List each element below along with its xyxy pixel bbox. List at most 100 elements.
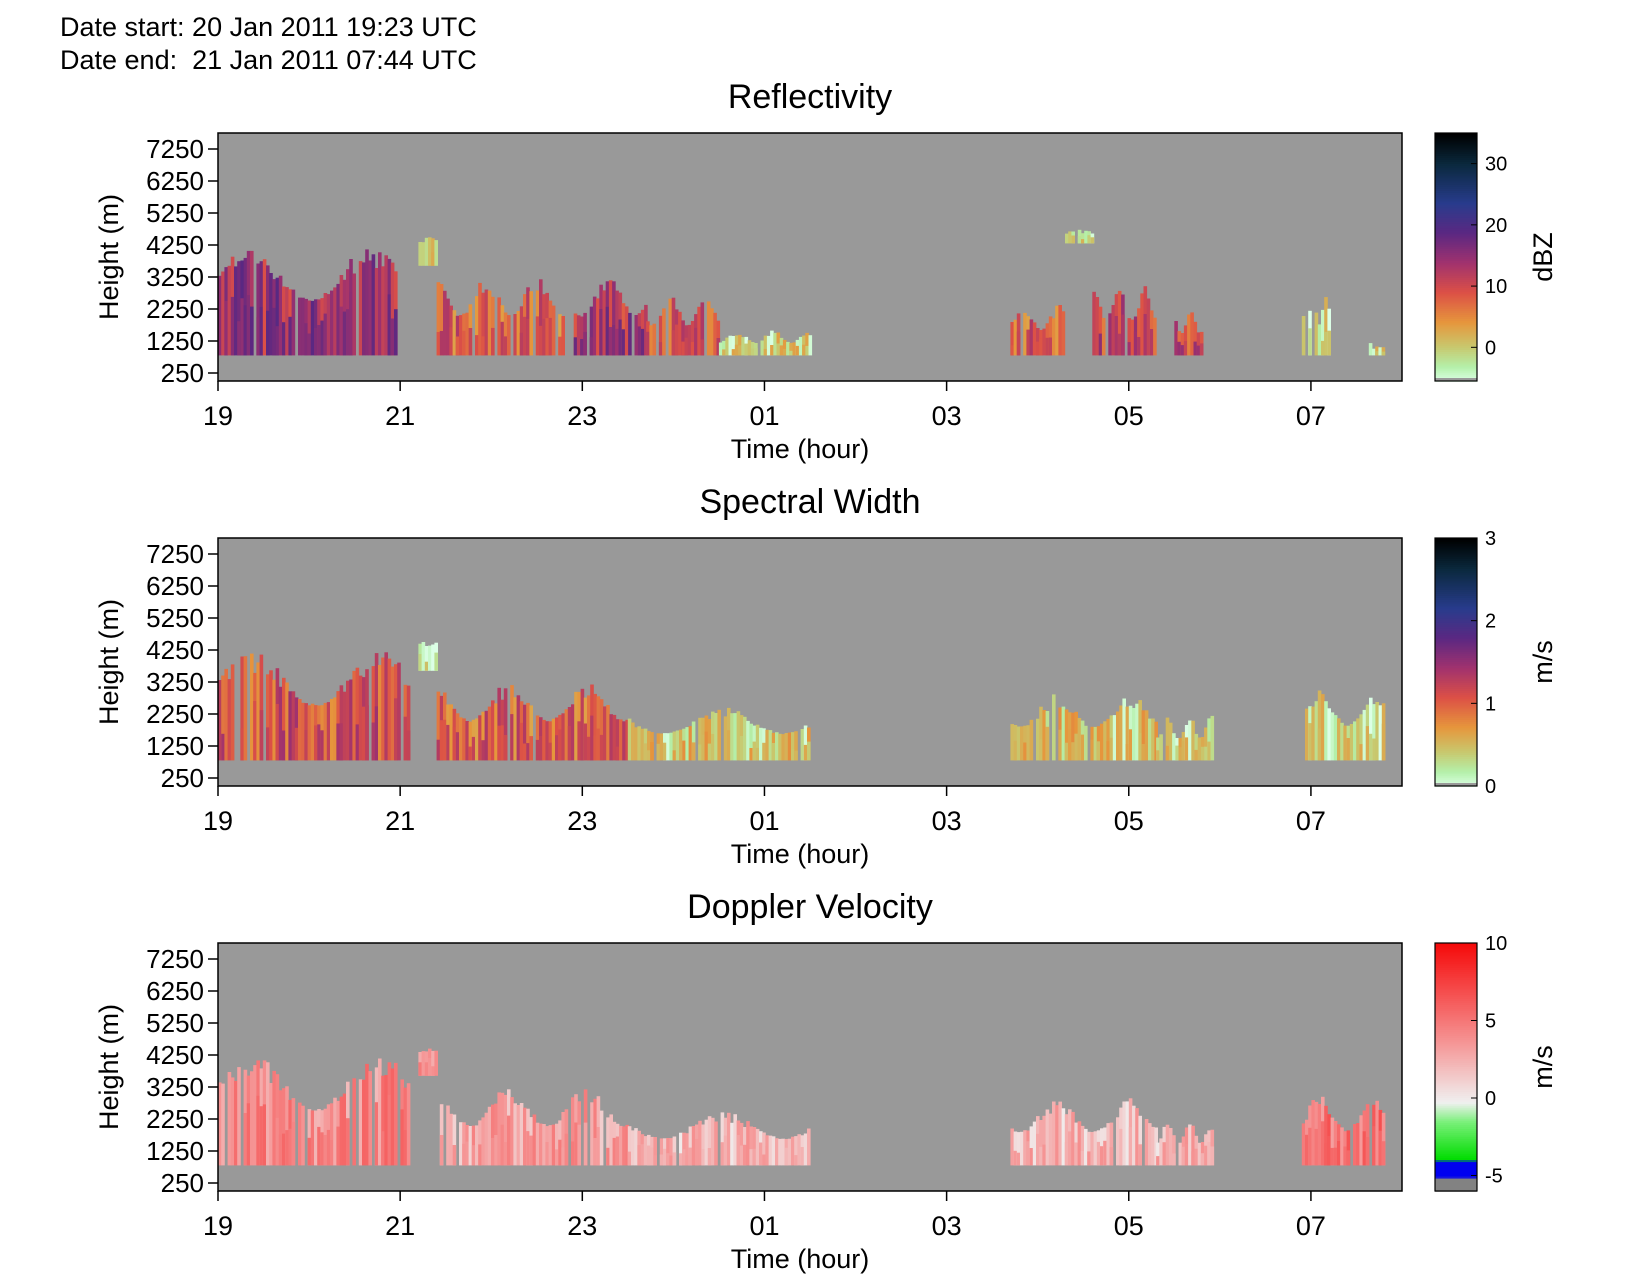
- echo-column: [1109, 1122, 1114, 1166]
- colorbar-segment: [1435, 1044, 1477, 1048]
- echo-core: [573, 337, 578, 356]
- echo-column: [1144, 1119, 1149, 1166]
- echo-column: [371, 254, 376, 356]
- echo-column: [352, 1078, 356, 1166]
- colorbar-segment: [1435, 300, 1477, 304]
- echo-column: [478, 715, 482, 761]
- colorbar-segment: [1435, 1042, 1477, 1046]
- colorbar-segment: [1435, 775, 1477, 779]
- echo-core: [1064, 742, 1069, 761]
- echo-core: [1327, 330, 1331, 356]
- echo-core: [431, 252, 435, 266]
- echo-column: [1356, 1123, 1360, 1166]
- colorbar-segment: [1435, 141, 1477, 145]
- echo-core: [805, 345, 809, 356]
- echo-core: [1372, 1126, 1376, 1166]
- colorbar-frame: [1434, 132, 1478, 382]
- echo-column: [333, 287, 337, 356]
- echo-core: [1365, 726, 1370, 761]
- colorbar-segment: [1435, 1182, 1477, 1186]
- echo-column: [551, 718, 556, 761]
- echo-core: [643, 743, 648, 761]
- echo-column: [1311, 1100, 1315, 1166]
- echo-column: [272, 679, 276, 761]
- colorbar-segment: [1435, 1168, 1477, 1172]
- colorbar-segment: [1435, 217, 1477, 221]
- y-tick-label: 7250: [146, 944, 204, 974]
- echo-core: [618, 319, 623, 356]
- echo-core: [406, 730, 411, 761]
- echo-core: [555, 1149, 559, 1166]
- colorbar-segment: [1435, 651, 1477, 655]
- colorbar-segment: [1435, 157, 1477, 161]
- echo-column: [1375, 1100, 1379, 1166]
- colorbar-segment: [1435, 190, 1477, 194]
- echo-core: [1305, 1134, 1309, 1166]
- echo-core: [1156, 1156, 1160, 1166]
- colorbar-segment: [1435, 761, 1477, 765]
- echo-core: [599, 734, 604, 761]
- colorbar-segment: [1435, 978, 1477, 981]
- echo-column: [358, 1079, 363, 1166]
- echo-column: [1029, 319, 1034, 356]
- echo-core: [1308, 1127, 1312, 1166]
- echo-column: [1321, 694, 1325, 761]
- colorbar-segment: [1435, 310, 1477, 314]
- colorbar-segment: [1435, 659, 1477, 663]
- echo-core: [682, 740, 686, 761]
- echo-column: [1188, 1124, 1192, 1166]
- echo-column: [431, 238, 435, 266]
- echo-core: [1172, 1153, 1176, 1166]
- colorbar-segment: [1435, 263, 1477, 267]
- echo-column: [697, 306, 701, 356]
- echo-core: [446, 724, 450, 761]
- echo-core: [723, 1135, 728, 1166]
- colorbar-segment: [1435, 174, 1477, 178]
- echo-column: [1317, 1104, 1322, 1166]
- echo-column: [1122, 698, 1126, 761]
- echo-column: [739, 1122, 744, 1166]
- echo-core: [1048, 337, 1053, 356]
- echo-core: [307, 333, 312, 356]
- echo-column: [668, 298, 673, 356]
- colorbar-segment: [1435, 236, 1477, 240]
- echo-core: [418, 1062, 422, 1076]
- echo-column: [714, 713, 718, 761]
- echo-core: [580, 710, 585, 761]
- colorbar-segment: [1435, 641, 1477, 645]
- echo-core: [1199, 343, 1204, 356]
- echo-column: [1193, 321, 1198, 356]
- echo-column: [221, 1083, 225, 1166]
- echo-column: [1116, 1117, 1120, 1166]
- colorbar-segment: [1435, 1062, 1477, 1066]
- colorbar-segment: [1435, 213, 1477, 217]
- colorbar-segment: [1435, 984, 1477, 988]
- echo-core: [465, 1141, 469, 1166]
- echo-column: [593, 1098, 597, 1166]
- echo-column: [269, 1083, 273, 1166]
- echo-column: [436, 691, 441, 761]
- y-tick-label: 4250: [146, 230, 204, 260]
- echo-core: [288, 1128, 292, 1166]
- echo-core: [637, 326, 642, 356]
- echo-column: [529, 705, 533, 761]
- colorbar-segment: [1435, 164, 1477, 167]
- echo-column: [384, 652, 388, 761]
- colorbar-segment: [1435, 581, 1477, 585]
- echo-column: [1093, 1131, 1098, 1166]
- echo-column: [516, 311, 521, 356]
- echo-core: [666, 1153, 670, 1166]
- colorbar-segment: [1435, 709, 1477, 713]
- echo-column: [1151, 718, 1155, 761]
- echo-core: [1365, 1137, 1370, 1166]
- echo-core: [1039, 338, 1043, 356]
- echo-core: [1039, 739, 1043, 761]
- echo-column: [475, 1125, 479, 1166]
- echo-core: [339, 723, 344, 761]
- echo-core: [1125, 744, 1130, 761]
- echo-column: [564, 709, 569, 761]
- echo-column: [310, 1110, 315, 1166]
- echo-column: [770, 330, 774, 356]
- echo-column: [649, 325, 653, 356]
- echo-column: [381, 266, 385, 356]
